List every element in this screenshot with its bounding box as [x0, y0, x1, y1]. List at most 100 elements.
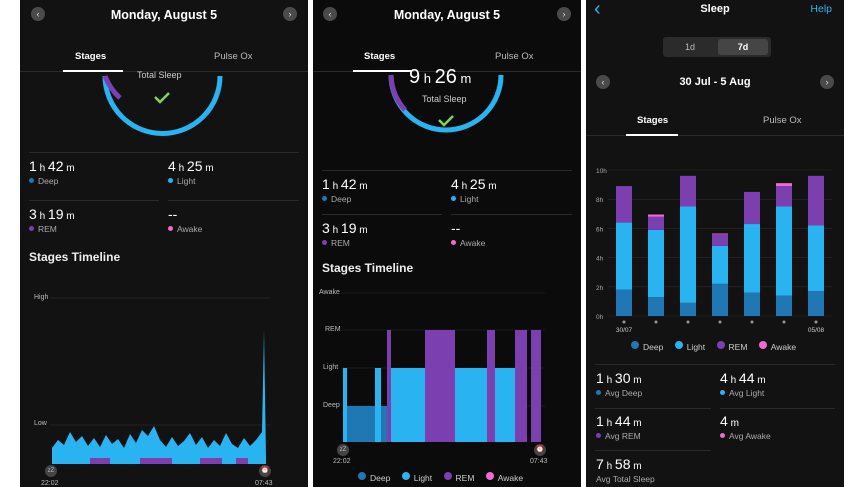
bar-rem — [616, 186, 632, 223]
tab-stages[interactable]: Stages — [364, 51, 396, 62]
bar-awake — [712, 233, 728, 235]
x-tick-dot — [654, 320, 658, 324]
divider — [29, 200, 159, 201]
legend: Deep Light REM Awake — [358, 472, 532, 483]
y-tick-label: 2h — [596, 285, 604, 292]
bar-deep — [680, 302, 696, 316]
chevron-right-icon: › — [562, 9, 566, 19]
tab-stages[interactable]: Stages — [75, 51, 107, 62]
y-tick-label: 0h — [596, 314, 604, 321]
bar-deep — [616, 289, 632, 316]
stages-graph — [50, 297, 270, 464]
stat-avg-rem: 1 h 44 m Avg REM — [596, 413, 642, 441]
active-tab-indicator — [626, 134, 678, 136]
awake-dot-icon — [168, 226, 173, 231]
stat-awake: -- Awake — [451, 220, 486, 248]
date-header: Monday, August 5 — [20, 0, 308, 36]
stat-awake: -- Awake — [168, 206, 203, 234]
x-tick-label: 30/07 — [616, 327, 633, 334]
page-title: Sleep — [700, 3, 730, 15]
stat-deep: 1 h 42 m Deep — [29, 158, 75, 186]
awake-dot-icon — [451, 240, 456, 245]
rem-dot-icon — [443, 472, 452, 480]
prev-day-button[interactable]: ‹ — [323, 7, 337, 21]
divider — [451, 214, 572, 215]
tab-stages[interactable]: Stages — [637, 115, 669, 126]
stat-avg-total-sleep: 7 h 58 m Avg Total Sleep — [596, 456, 655, 484]
bar-light — [616, 222, 632, 290]
legend-deep: Deep — [631, 341, 663, 352]
stat-light: 4 h 25 m Light — [451, 176, 497, 204]
light-dot-icon — [401, 472, 410, 480]
range-segmented-control: 1d 7d — [663, 37, 771, 57]
y-tick-label: 6h — [596, 226, 604, 233]
tab-pulse-ox[interactable]: Pulse Ox — [763, 115, 802, 126]
x-tick-dot — [718, 320, 722, 324]
deep-dot-icon — [358, 472, 366, 480]
chevron-left-icon: ‹ — [328, 9, 332, 19]
bar-rem — [648, 216, 664, 230]
deep-dot-icon — [596, 390, 601, 395]
bar-light — [712, 245, 728, 284]
divider — [720, 408, 835, 409]
weekly-stages-chart: 0h 2h 4h 6h 8h 10h 30/07 05/08 — [596, 168, 832, 334]
start-time: 22:02 — [333, 458, 351, 465]
x-tick-label: 05/08 — [808, 327, 825, 334]
screen-week-summary: ‹ Sleep Help 1d 7d ‹ › 30 Jul - 5 Aug St… — [586, 0, 844, 487]
y-label-deep: Deep — [323, 402, 340, 409]
bar-rem — [776, 186, 792, 207]
tab-pulse-ox[interactable]: Pulse Ox — [495, 51, 534, 62]
date-range: 30 Jul - 5 Aug — [679, 76, 751, 88]
prev-week-button[interactable]: ‹ — [596, 75, 610, 89]
bar-light — [744, 224, 760, 293]
sleep-start-icon: zZ — [45, 465, 57, 477]
screen-day-stages: Monday, August 5 ‹ › Stages Pulse Ox 9 h… — [313, 0, 581, 487]
tab-bar: Stages Pulse Ox — [586, 106, 844, 136]
tab-bar: Stages Pulse Ox — [20, 42, 308, 72]
segment-1d[interactable]: 1d — [684, 42, 695, 52]
tab-pulse-ox[interactable]: Pulse Ox — [214, 51, 253, 62]
x-tick-dot — [686, 320, 690, 324]
bar-rem — [744, 191, 760, 225]
check-icon — [438, 115, 454, 127]
stages-timeline-title: Stages Timeline — [29, 250, 121, 264]
stat-rem: 3 h 19 m REM — [29, 206, 75, 234]
end-time: 07:43 — [530, 458, 548, 465]
rem-dot-icon — [29, 226, 34, 231]
next-week-button[interactable]: › — [820, 75, 834, 89]
light-dot-icon — [451, 196, 456, 201]
legend-awake: Awake — [485, 472, 523, 483]
bar-light — [808, 225, 824, 292]
x-tick-dot — [750, 320, 754, 324]
ring-label: Total Sleep — [137, 70, 182, 80]
deep-dot-icon — [29, 178, 34, 183]
bar-deep — [744, 292, 760, 316]
bar-deep — [712, 283, 728, 316]
chevron-left-icon: ‹ — [36, 9, 40, 19]
next-day-button[interactable]: › — [283, 7, 297, 21]
end-time: 07:43 — [255, 480, 273, 487]
date-header: Monday, August 5 — [313, 0, 581, 36]
bar-deep — [648, 297, 664, 316]
stat-rem: 3 h 19 m REM — [322, 220, 368, 248]
x-tick-dot — [814, 320, 818, 324]
prev-day-button[interactable]: ‹ — [31, 7, 45, 21]
date-title: Monday, August 5 — [393, 8, 501, 22]
segment-7d[interactable]: 7d — [718, 39, 768, 55]
stages-timeline-graph — [341, 292, 545, 442]
divider — [322, 170, 572, 171]
y-label-rem: REM — [325, 326, 341, 333]
back-button[interactable]: ‹ — [594, 0, 601, 21]
bar-light — [776, 206, 792, 296]
help-link[interactable]: Help — [810, 3, 832, 15]
y-label-high: High — [34, 294, 49, 301]
legend-light: Light — [401, 472, 432, 483]
stat-avg-light: 4 h 44 m Avg Light — [720, 370, 766, 398]
divider — [595, 364, 835, 365]
next-day-button[interactable]: › — [557, 7, 571, 21]
bar-deep — [808, 291, 824, 316]
awake-dot-icon — [485, 472, 494, 480]
chevron-left-icon: ‹ — [601, 77, 605, 87]
deep-dot-icon — [631, 341, 639, 349]
active-tab-indicator — [63, 70, 123, 72]
